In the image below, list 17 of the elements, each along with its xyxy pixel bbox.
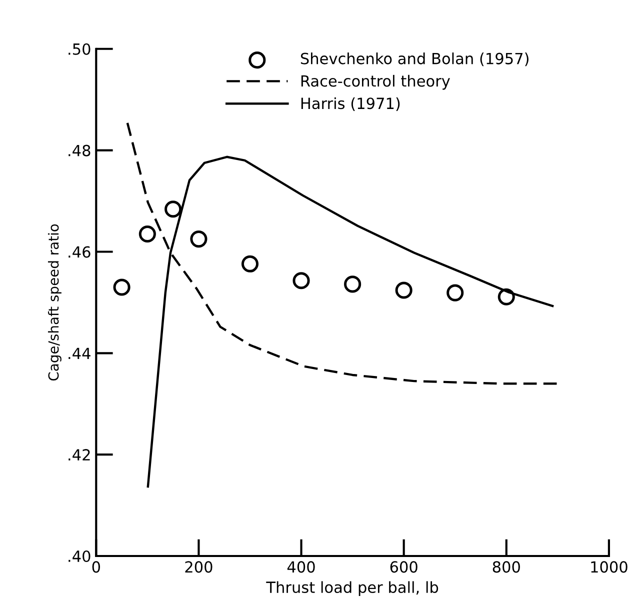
x-tick-label: 0 [92,561,100,573]
x-tick-label: 1000 [591,561,628,573]
y-tick-label: .50 [68,43,90,55]
legend-label: Harris (1971) [301,97,400,111]
x-axis-title: Thrust load per ball, lb [266,581,438,596]
y-tick-label: .46 [68,246,90,258]
y-axis-title: Cage/shaft speed ratio [48,224,62,381]
y-tick-label: .40 [68,550,90,562]
x-tick-label: 600 [390,561,418,573]
x-tick-label: 800 [492,561,520,573]
x-tick-label: 400 [287,561,315,573]
x-tick-label: 200 [185,561,212,573]
y-tick-label: .48 [68,144,90,156]
legend-label: Shevchenko and Bolan (1957) [300,52,528,66]
legend-label: Race-control theory [301,74,450,90]
y-tick-label: .44 [68,348,90,359]
y-tick-label: .42 [68,449,90,460]
